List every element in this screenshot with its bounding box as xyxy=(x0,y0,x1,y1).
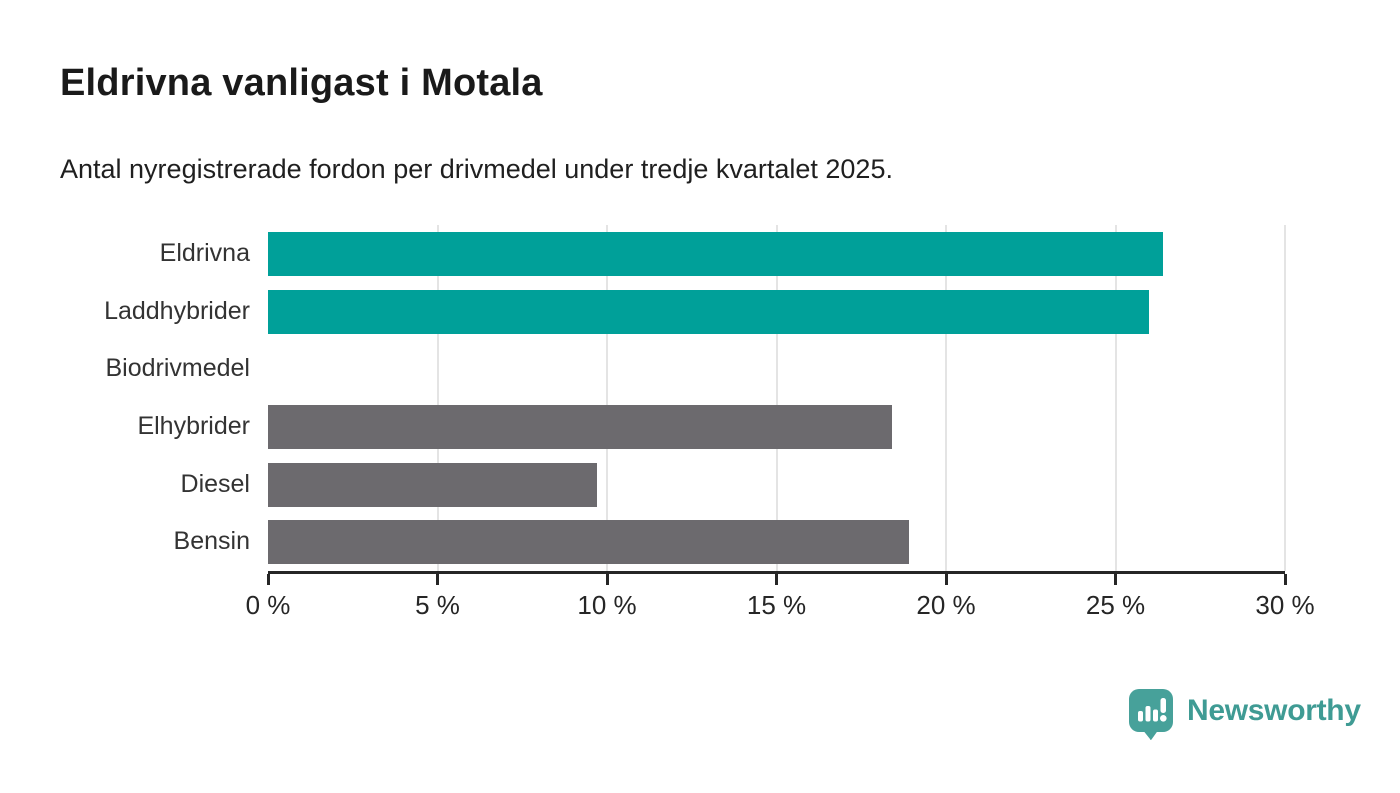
bar-diesel xyxy=(268,462,597,507)
gridline xyxy=(945,225,947,571)
category-axis: Eldrivna Laddhybrider Biodrivmedel Elhybrid… xyxy=(0,225,250,571)
bar-eldrivna xyxy=(268,231,1163,276)
axis-tick xyxy=(266,574,270,585)
axis-tick xyxy=(944,574,948,585)
category-label: Biodrivmedel xyxy=(105,354,250,383)
gridline xyxy=(1114,225,1117,571)
gridline xyxy=(606,225,608,571)
category-label: Bensin xyxy=(173,527,250,556)
x-axis: 0 % 5 % 10 % 15 % 20 % 25 % 30 % xyxy=(246,571,1315,624)
branding: Newsworthy xyxy=(1128,688,1361,742)
axis-tick-label: 5 % xyxy=(415,590,460,620)
chart-title: Eldrivna vanligast i Motala xyxy=(60,62,543,104)
category-label: Diesel xyxy=(180,469,250,498)
category-label: Elhybrider xyxy=(137,412,250,440)
gridline xyxy=(775,225,778,571)
axis-tick xyxy=(1114,574,1117,585)
axis-tick xyxy=(605,574,609,585)
gridline xyxy=(1284,225,1286,571)
axis-tick-label: 20 % xyxy=(916,590,976,620)
newsworthy-logo-icon xyxy=(1129,689,1173,741)
gridline xyxy=(436,225,439,571)
category-label: Laddhybrider xyxy=(104,296,250,325)
axis-tick-label: 10 % xyxy=(577,590,637,620)
axis-tick xyxy=(436,574,439,585)
newsworthy-wordmark: Newsworthy xyxy=(1187,694,1361,727)
bar-bensin xyxy=(268,520,909,565)
category-label: Eldrivna xyxy=(159,239,250,267)
axis-tick-label: 30 % xyxy=(1255,590,1315,620)
axis-tick-label: 15 % xyxy=(746,590,807,620)
axis-tick xyxy=(775,574,778,585)
chart-subtitle: Antal nyregistrerade fordon per drivmede… xyxy=(60,154,893,184)
axis-tick-label: 25 % xyxy=(1085,590,1146,620)
axis-tick xyxy=(1283,574,1287,585)
bar-elhybrider xyxy=(268,404,892,449)
axis-tick-label: 0 % xyxy=(245,590,291,620)
bar-laddhybrider xyxy=(268,289,1150,334)
plot-area xyxy=(268,225,1286,571)
